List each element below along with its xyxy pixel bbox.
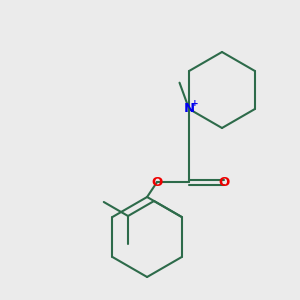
Text: O: O xyxy=(152,176,163,188)
Text: N: N xyxy=(184,103,195,116)
Text: +: + xyxy=(191,100,199,109)
Text: O: O xyxy=(218,176,230,188)
